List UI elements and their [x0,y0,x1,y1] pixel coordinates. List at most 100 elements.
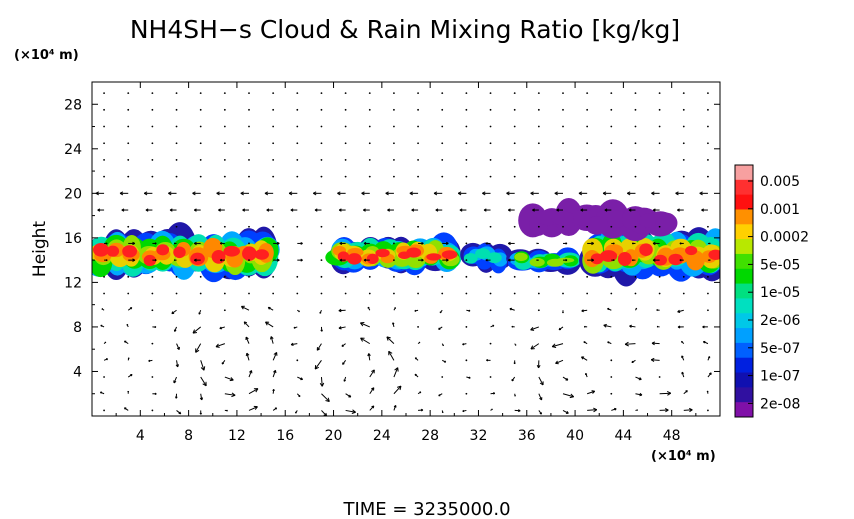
wind-vector [152,325,157,329]
wind-vector [313,191,322,196]
wind-vector [173,326,177,332]
wind-vector [414,309,419,312]
wind-vector [175,159,178,161]
wind-vector [610,108,613,111]
wind-vector [151,159,154,161]
wind-vector [344,225,347,228]
wind-vector [171,309,177,315]
wind-vector [151,342,154,345]
y-tick-label: 8 [73,320,82,336]
wind-vector [199,410,202,415]
wind-vector [441,275,444,278]
wind-vector [344,142,347,145]
y-axis-label: Height [30,221,50,278]
cloud-cell [475,248,491,259]
wind-vector [393,307,396,311]
wind-vector [272,142,275,145]
x-tick-label: 32 [470,428,488,444]
wind-vector [555,359,564,365]
wind-vector [219,242,225,245]
wind-vector [679,258,684,262]
wind-vector [509,307,515,311]
wind-vector [296,225,299,228]
wind-vector [127,142,130,145]
wind-vector [368,142,371,145]
wind-vector [200,360,206,371]
colorbar-swatch [735,342,753,359]
wind-vector [508,241,515,246]
wind-vector [562,292,564,295]
wind-vector [583,341,588,345]
wind-vector [248,92,250,95]
cloud-cell [254,249,269,260]
wind-vector [628,208,636,212]
wind-vector [273,241,280,246]
wind-vector [699,191,708,196]
colorbar-swatch [735,357,753,374]
wind-vector [610,159,613,161]
colorbar-label: 0.005 [760,174,800,190]
cloud-cell [93,243,109,257]
wind-vector [658,275,661,278]
wind-vector [658,225,661,228]
wind-vector [417,159,419,161]
wind-vector [103,92,105,95]
cloud-cell [426,253,442,261]
x-tick-label: 44 [614,428,632,444]
wind-vector [320,242,323,245]
cloud-cell [487,252,502,264]
wind-vector [675,191,684,196]
wind-vector [319,376,325,387]
wind-vector [223,292,226,295]
cloud-blob [325,232,462,276]
colorbar-swatch [735,165,753,181]
wind-vector [441,343,444,347]
wind-vector [513,108,516,111]
wind-vector [513,360,516,365]
wind-vector [438,326,443,330]
wind-vector [248,225,250,228]
wind-vector [264,191,274,196]
wind-vector [248,108,250,111]
wind-vector [363,241,370,245]
wind-vector [652,208,660,212]
wind-vector [297,241,303,245]
wind-vector [680,340,685,344]
wind-vector [682,125,685,128]
y-tick-label: 24 [64,142,82,158]
wind-vector [465,326,468,328]
wind-vector [121,208,129,212]
wind-vector [586,108,589,111]
wind-vector [245,352,250,361]
wind-vector [511,325,515,328]
wind-vector [658,292,661,295]
wind-vector [586,159,589,161]
wind-vector [175,175,178,178]
cloud-cell [242,246,257,261]
wind-vector [514,393,516,397]
wind-vector [393,92,395,95]
wind-vector [199,275,202,278]
wind-vector [682,225,685,228]
wind-vector [128,258,136,262]
wind-vector [537,292,540,295]
wind-vector [151,225,154,228]
wind-vector [151,376,154,378]
wind-vector [610,292,613,295]
wind-vector [320,108,323,111]
wind-vector [537,108,540,111]
wind-vector [393,175,395,178]
wind-vector [706,390,709,394]
wind-vector [223,125,226,128]
cloud-cell [686,250,705,271]
cloud-cell [173,246,186,259]
wind-vector [530,326,540,331]
wind-vector [562,159,564,161]
wind-vector [168,191,177,196]
wind-vector [173,259,177,262]
wind-vector [536,360,541,369]
wind-vector [513,92,516,95]
wind-vector [489,159,492,161]
wind-vector [417,175,419,178]
wind-vector [248,125,250,128]
